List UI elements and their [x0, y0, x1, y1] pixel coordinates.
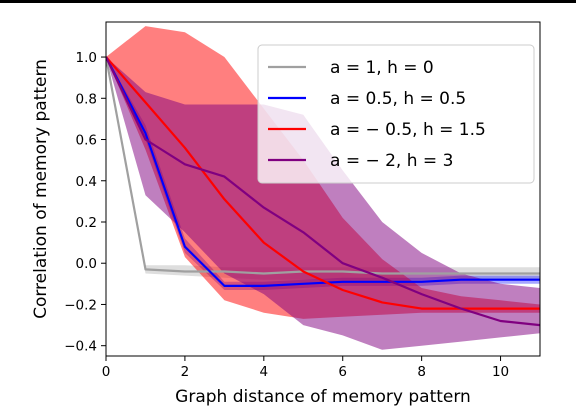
- uncertainty-bands: [106, 26, 540, 350]
- x-tick-label: 0: [102, 364, 111, 380]
- line-series-1: [106, 56, 540, 275]
- legend-label-3: a = − 0.5, h = 1.5: [330, 120, 486, 140]
- x-tick-label: 6: [338, 364, 347, 380]
- x-axis-ticks: 0 2 4 6 8 10: [102, 356, 509, 380]
- legend-box: [257, 44, 535, 184]
- y-tick-label: 1.0: [76, 50, 97, 66]
- y-tick-label: −0.2: [64, 297, 97, 313]
- legend-label-2: a = 0.5, h = 0.5: [330, 89, 466, 109]
- legend-label-4: a = − 2, h = 3: [330, 151, 453, 171]
- y-tick-label: 0.6: [76, 133, 97, 149]
- band-series-4: [106, 57, 540, 350]
- y-axis-label: Correlation of memory pattern: [31, 59, 51, 319]
- x-tick-label: 10: [492, 364, 509, 380]
- line-series-4: [106, 56, 540, 327]
- y-axis-ticks: −0.4 −0.2 0.0 0.2 0.4 0.6 0.8 1.0: [64, 50, 106, 355]
- x-tick-label: 4: [260, 364, 269, 380]
- x-tick-label: 8: [417, 364, 426, 380]
- legend-label-1: a = 1, h = 0: [330, 58, 434, 78]
- series-lines: [106, 56, 540, 327]
- y-tick-label: −0.4: [64, 339, 97, 355]
- y-tick-label: 0.0: [76, 256, 97, 272]
- y-tick-label: 0.2: [76, 215, 97, 231]
- y-tick-label: 0.8: [76, 91, 97, 107]
- plot-frame: [105, 21, 541, 357]
- line-series-2: [106, 56, 540, 287]
- y-tick-label: 0.4: [76, 174, 97, 190]
- top-border: [0, 0, 576, 3]
- legend: a = 1, h = 0 a = 0.5, h = 0.5 a = − 0.5, h…: [257, 44, 535, 184]
- line-series-3: [106, 56, 540, 310]
- x-axis-label: Graph distance of memory pattern: [175, 387, 471, 407]
- x-tick-label: 2: [181, 364, 190, 380]
